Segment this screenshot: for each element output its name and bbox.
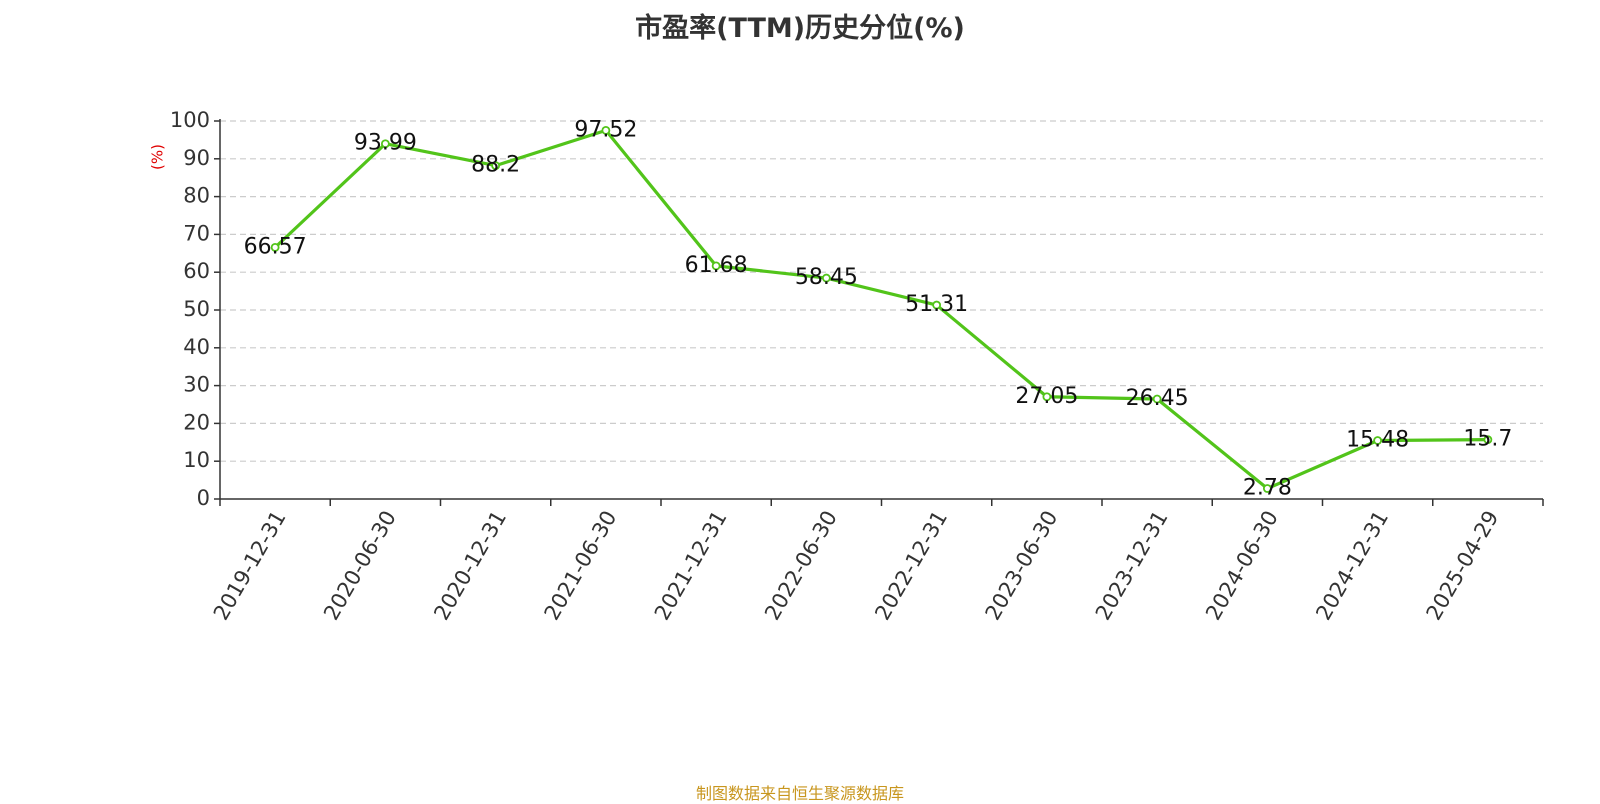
data-point — [1152, 394, 1162, 404]
x-tick-label: 2024-12-31 — [1311, 507, 1393, 625]
y-tick-label: 30 — [183, 373, 210, 397]
series-polyline — [273, 128, 1490, 491]
x-tick-label: 2023-12-31 — [1091, 507, 1173, 625]
data-point — [1262, 484, 1272, 493]
y-tick-label: 50 — [183, 297, 210, 321]
source-note: 制图数据来自恒生聚源数据库 — [695, 784, 904, 803]
x-tick-label: 2020-12-31 — [429, 507, 511, 625]
x-tick-label: 2019-12-31 — [209, 507, 291, 625]
x-tick-label: 2025-04-29 — [1422, 507, 1504, 625]
data-point — [821, 273, 831, 283]
data-point — [1042, 392, 1052, 402]
y-tick-label: 80 — [183, 184, 210, 208]
y-axis-label: (%) — [149, 144, 167, 170]
data-label: 51.31 — [905, 292, 968, 317]
data-labels: 66.57 93.99 88.2 97.52 61.68 58.45 51.31 27.05 2… — [244, 117, 1513, 500]
y-tick-label: 10 — [183, 448, 210, 472]
y-tick-label: 20 — [183, 410, 210, 434]
data-label: 88.2 — [471, 153, 520, 178]
data-point — [932, 300, 942, 310]
data-label: 15.48 — [1346, 427, 1409, 452]
x-tick-label: 2020-06-30 — [319, 507, 401, 625]
data-point — [1483, 435, 1493, 445]
data-label: 61.68 — [685, 253, 748, 278]
y-tick-label: 40 — [183, 335, 210, 359]
data-point — [601, 125, 611, 135]
data-label: 58.45 — [795, 265, 858, 290]
series-line — [270, 125, 1493, 493]
x-tick-label: 2022-06-30 — [760, 507, 842, 625]
data-point — [380, 139, 390, 149]
x-tick-label: 2023-06-30 — [981, 507, 1063, 625]
y-tick-label: 60 — [183, 259, 210, 283]
data-point — [1373, 436, 1383, 445]
x-tick-label: 2021-06-30 — [540, 507, 622, 625]
data-label: 26.45 — [1126, 386, 1189, 411]
y-tick-label: 70 — [183, 221, 210, 245]
data-point — [711, 261, 721, 271]
chart-title: 市盈率(TTM)历史分位(%) — [635, 13, 965, 44]
data-label: 27.05 — [1015, 384, 1078, 409]
x-tick-label: 2024-06-30 — [1201, 507, 1283, 625]
x-tick-label: 2022-12-31 — [870, 507, 952, 625]
data-label: 2.78 — [1243, 475, 1292, 500]
y-tick-label: 100 — [170, 108, 210, 132]
data-label: 97.52 — [574, 117, 637, 142]
data-label: 15.7 — [1463, 427, 1512, 452]
y-tick-label: 0 — [197, 486, 210, 510]
data-label: 93.99 — [354, 131, 417, 156]
axes: 0 10 20 30 40 50 60 70 80 90 100 2019-12-31 2020-06-… — [170, 108, 1544, 625]
data-point — [270, 242, 280, 252]
y-tick-label: 90 — [183, 146, 210, 170]
data-label: 66.57 — [244, 234, 307, 259]
x-tick-label: 2021-12-31 — [650, 507, 732, 625]
data-point — [491, 161, 501, 171]
gridlines — [220, 120, 1543, 462]
